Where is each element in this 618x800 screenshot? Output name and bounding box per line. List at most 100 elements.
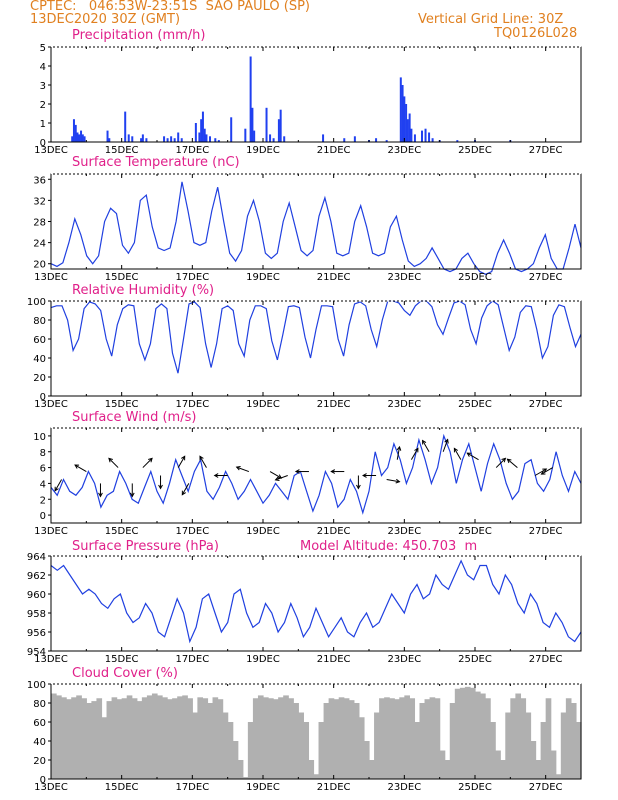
wind-y-tick-label: 2: [40, 495, 46, 506]
cloud-bar: [469, 687, 476, 779]
cloud-bar: [242, 777, 249, 779]
temp-y-tick-label: 32: [33, 196, 46, 207]
precip-x-tick-label: 15DEC: [105, 145, 139, 156]
cloud-bar: [550, 750, 557, 779]
wind-x-tick-label: 13DEC: [34, 526, 68, 537]
wind-vector-head: [466, 452, 472, 457]
wind-vector-arrow: [495, 458, 506, 468]
precip-bar: [71, 136, 74, 142]
cloud-bar: [237, 760, 244, 779]
wind-vector-head: [181, 490, 186, 496]
rh-y-tick-label: 40: [33, 354, 46, 365]
precip-bar: [431, 138, 434, 142]
wind-vector-arrow: [507, 458, 518, 468]
precip-bar: [421, 130, 423, 142]
cloud-bar: [278, 697, 284, 779]
precip-bar: [163, 136, 166, 142]
precip-bar: [173, 138, 176, 142]
wind-vector-head: [98, 492, 103, 498]
wind-vector-head: [181, 455, 186, 461]
precip-bar: [322, 134, 325, 142]
rh-x-tick-label: 25DEC: [458, 399, 492, 410]
wind-vector-head: [414, 447, 419, 453]
precip-bar: [249, 56, 252, 142]
cloud-bar: [136, 701, 143, 779]
cloud-bar: [495, 750, 501, 779]
cloud-bar: [141, 697, 148, 779]
precip-bar: [81, 134, 84, 142]
cloud-bar: [540, 722, 547, 779]
precip-y-tick-label: 5: [40, 43, 46, 54]
wind-vector-arrow: [269, 471, 282, 479]
cloud-y-tick-label: 0: [40, 775, 46, 786]
precip-bar: [424, 128, 427, 142]
wind-title: Surface Wind (m/s): [72, 410, 197, 425]
temp-series-line: [50, 181, 582, 275]
cloud-bar: [197, 697, 204, 779]
wind-x-tick-label: 25DEC: [458, 526, 492, 537]
cloud-bar: [419, 703, 426, 779]
precip-x-tick-label: 25DEC: [458, 145, 492, 156]
precip-bar: [200, 119, 203, 142]
wind-vector-head: [501, 457, 507, 463]
temp-x-tick-label: 23DEC: [387, 272, 421, 283]
cloud-bar: [323, 703, 330, 779]
cloud-bar: [217, 699, 224, 779]
wind-vector-arrow: [442, 439, 449, 452]
precip-x-tick-label: 17DEC: [175, 145, 209, 156]
temp-title: Surface Temperature (nC): [72, 155, 240, 170]
precip-bar: [124, 111, 127, 142]
precip-bar: [279, 109, 282, 142]
wind-vector-head: [453, 447, 459, 453]
wind-vector-arrow: [142, 458, 153, 468]
precip-bar: [277, 119, 280, 142]
cloud-x-tick-label: 25DEC: [458, 782, 492, 793]
precip-bar: [230, 117, 233, 142]
cloud-bar: [146, 695, 153, 779]
pressure-y-tick-label: 958: [27, 609, 46, 620]
cloud-bar: [268, 698, 274, 779]
temp-x-tick-label: 21DEC: [317, 272, 351, 283]
precip-bar: [214, 138, 217, 142]
cloud-bar: [111, 697, 118, 779]
cloud-bar: [162, 697, 168, 779]
precip-bar: [217, 140, 220, 142]
pressure-y-tick-label: 960: [27, 590, 46, 601]
pressure-y-tick-label: 964: [27, 552, 46, 563]
cloud-bar: [252, 698, 259, 779]
pressure-x-tick-label: 17DEC: [175, 654, 209, 665]
precip-bar: [399, 77, 402, 142]
precip-x-tick-label: 13DEC: [34, 145, 68, 156]
temp-x-tick-label: 27DEC: [529, 272, 563, 283]
cloud-bar: [222, 712, 229, 779]
precip-bar: [375, 138, 378, 142]
pressure-x-tick-label: 25DEC: [458, 654, 492, 665]
wind-vector-head: [542, 468, 548, 473]
pressure-title: Surface Pressure (hPa): [72, 539, 219, 554]
temp-x-tick-label: 17DEC: [175, 272, 209, 283]
wind-vector-head: [158, 484, 163, 490]
precip-frame: [50, 46, 582, 143]
wind-vector-head: [422, 439, 427, 445]
temp-x-tick-label: 15DEC: [105, 272, 139, 283]
rh-x-tick-label: 27DEC: [529, 399, 563, 410]
cloud-bar: [399, 697, 405, 779]
cloud-bar: [172, 698, 178, 779]
wind-y-tick-label: 0: [40, 511, 46, 522]
cloud-y-tick-label: 40: [33, 737, 46, 748]
cloud-bar: [358, 717, 365, 779]
precip-bar: [353, 136, 356, 142]
precip-bar: [265, 107, 268, 142]
cloud-bar: [81, 698, 87, 779]
rh-y-tick-label: 0: [40, 392, 46, 403]
cloud-bar: [131, 698, 138, 779]
cloud-bar: [212, 697, 219, 779]
temp-x-tick-label: 19DEC: [246, 272, 280, 283]
wind-vector-head: [235, 465, 241, 471]
header-code: TQ0126L028: [494, 26, 578, 41]
cloud-bar: [71, 697, 77, 779]
precip-y-tick-label: 1: [40, 119, 46, 130]
wind-x-tick-label: 27DEC: [529, 526, 563, 537]
precip-bar: [244, 128, 247, 142]
cloud-bar: [459, 687, 466, 779]
